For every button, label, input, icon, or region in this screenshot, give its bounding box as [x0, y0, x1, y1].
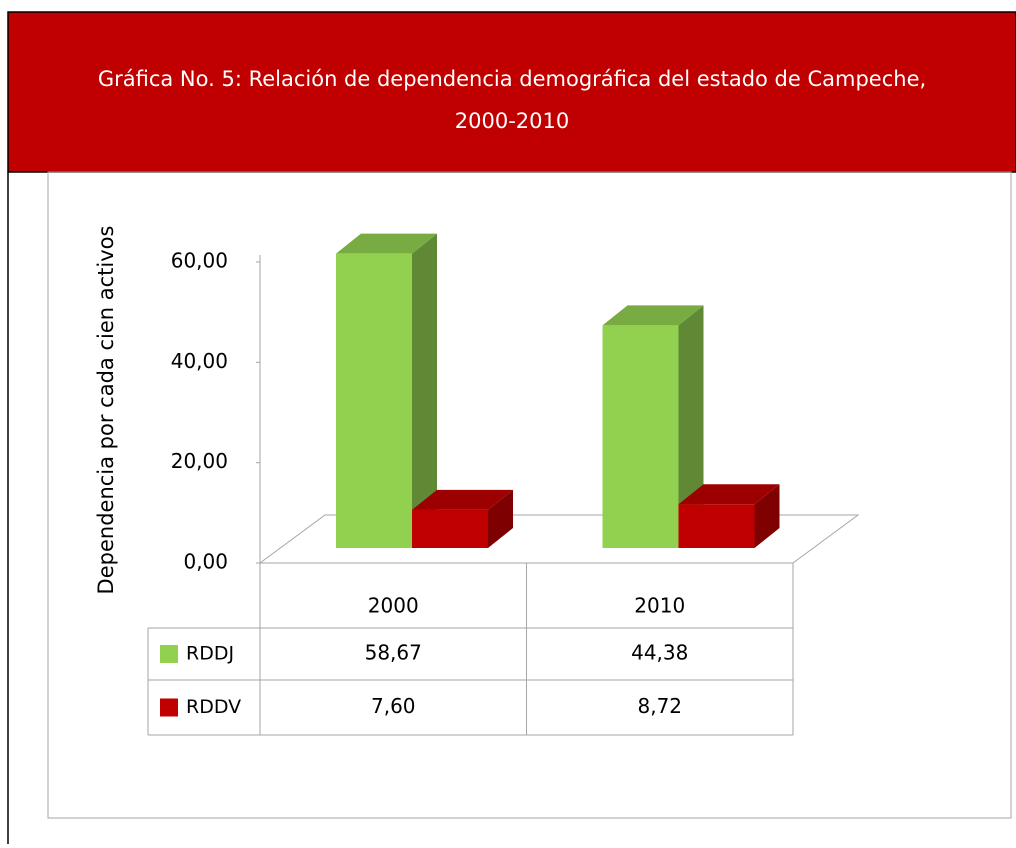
- legend-swatch: [160, 698, 178, 717]
- y-tick-label: 20,00: [171, 449, 228, 473]
- bar: [602, 305, 704, 548]
- bar-front: [412, 509, 488, 548]
- bar: [412, 489, 513, 548]
- data-label: 44,38: [631, 641, 688, 665]
- y-tick-label: 0,00: [183, 550, 228, 574]
- x-tick-label: 2000: [368, 594, 419, 618]
- chart-title: Gráfica No. 5: Relación de dependencia d…: [98, 67, 926, 91]
- legend-swatch: [160, 645, 178, 663]
- chart-subtitle: 2000-2010: [455, 109, 569, 133]
- bar: [678, 484, 780, 548]
- bar-side: [488, 489, 513, 548]
- data-label: 7,60: [371, 694, 416, 718]
- bar-side: [412, 233, 437, 548]
- bar-side: [678, 305, 704, 548]
- bar-top: [602, 305, 704, 326]
- legend-label: RDDJ: [186, 643, 234, 665]
- y-tick-label: 40,00: [171, 349, 228, 373]
- bar: [336, 233, 437, 548]
- x-tick-label: 2010: [634, 594, 685, 618]
- bar-top: [336, 233, 437, 254]
- data-label: 58,67: [365, 641, 422, 665]
- bar-front: [602, 325, 679, 548]
- header-band: [7, 11, 1016, 173]
- y-tick-label: 60,00: [171, 249, 228, 273]
- bar-top: [678, 484, 780, 505]
- bar-side: [754, 484, 780, 548]
- bar-front: [336, 253, 412, 548]
- bar-front: [678, 504, 755, 548]
- y-axis-label: Dependencia por cada cien activos: [94, 226, 118, 595]
- data-label: 8,72: [637, 694, 682, 718]
- bar-top: [412, 489, 513, 510]
- chart-frame: [47, 171, 1012, 819]
- legend-label: RDDV: [186, 696, 241, 718]
